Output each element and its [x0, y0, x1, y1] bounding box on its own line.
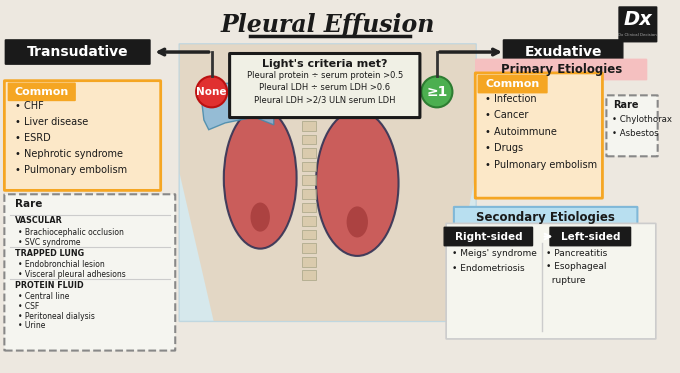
Text: Rare: Rare	[613, 100, 639, 110]
FancyBboxPatch shape	[4, 81, 160, 190]
Bar	[302, 121, 316, 131]
Text: • Endobronchial lesion: • Endobronchial lesion	[18, 260, 105, 269]
Bar	[302, 135, 316, 144]
Text: VASCULAR: VASCULAR	[14, 216, 63, 225]
Bar	[302, 107, 316, 117]
Ellipse shape	[347, 206, 368, 238]
FancyBboxPatch shape	[8, 83, 75, 100]
Text: rupture: rupture	[545, 276, 585, 285]
Bar	[302, 189, 316, 199]
Bar	[302, 203, 316, 212]
Bar	[302, 230, 316, 239]
Text: • Brachiocephalic occlusion: • Brachiocephalic occlusion	[18, 228, 124, 237]
FancyBboxPatch shape	[478, 75, 547, 93]
Bar	[302, 162, 316, 172]
Ellipse shape	[224, 108, 296, 249]
FancyBboxPatch shape	[230, 53, 420, 117]
Text: Right-sided: Right-sided	[454, 232, 522, 241]
Text: • Autoimmune: • Autoimmune	[486, 127, 558, 137]
Text: • Nephrotic syndrome: • Nephrotic syndrome	[14, 150, 122, 160]
Text: • Drugs: • Drugs	[486, 143, 524, 153]
Polygon shape	[180, 44, 476, 321]
Text: Exudative: Exudative	[524, 45, 602, 59]
Text: PROTEIN FLUID: PROTEIN FLUID	[14, 280, 83, 289]
FancyBboxPatch shape	[619, 7, 657, 42]
FancyBboxPatch shape	[607, 95, 658, 156]
Text: • SVC syndrome: • SVC syndrome	[18, 238, 81, 247]
Text: • Pulmonary embolism: • Pulmonary embolism	[14, 166, 126, 175]
Text: Pleural protein ÷ serum protein >0.5: Pleural protein ÷ serum protein >0.5	[247, 71, 403, 80]
Bar	[302, 94, 316, 103]
FancyBboxPatch shape	[444, 227, 532, 246]
Text: Transudative: Transudative	[27, 45, 129, 59]
FancyBboxPatch shape	[4, 194, 175, 351]
FancyBboxPatch shape	[446, 223, 656, 339]
Text: • Pancreatitis: • Pancreatitis	[545, 248, 607, 257]
Text: Pleural LDH >2/3 ULN serum LDH: Pleural LDH >2/3 ULN serum LDH	[254, 95, 396, 104]
Text: • Endometriosis: • Endometriosis	[452, 264, 525, 273]
Text: Primary Etiologies: Primary Etiologies	[500, 63, 622, 76]
Text: TRAPPED LUNG: TRAPPED LUNG	[14, 248, 84, 257]
Text: • Chylothorax: • Chylothorax	[611, 115, 672, 123]
FancyBboxPatch shape	[5, 40, 150, 64]
Text: • Pulmonary embolism: • Pulmonary embolism	[486, 160, 598, 170]
Bar	[302, 175, 316, 185]
Text: Pleural Effusion: Pleural Effusion	[221, 13, 435, 37]
Text: Light's criteria met?: Light's criteria met?	[262, 59, 388, 69]
Bar	[302, 148, 316, 158]
Circle shape	[196, 76, 227, 107]
Text: ≥1: ≥1	[426, 85, 447, 99]
FancyBboxPatch shape	[503, 40, 623, 64]
Text: • CSF: • CSF	[18, 302, 39, 311]
Text: Common: Common	[15, 87, 69, 97]
FancyBboxPatch shape	[475, 73, 602, 198]
Text: • Esophageal: • Esophageal	[545, 262, 606, 271]
FancyBboxPatch shape	[476, 59, 647, 80]
Bar	[302, 243, 316, 253]
Ellipse shape	[250, 203, 270, 232]
Text: • ESRD: • ESRD	[14, 134, 50, 144]
Text: • Asbestos: • Asbestos	[611, 129, 658, 138]
FancyBboxPatch shape	[550, 227, 630, 246]
Text: • Peritoneal dialysis: • Peritoneal dialysis	[18, 311, 95, 321]
Text: • CHF: • CHF	[14, 101, 44, 112]
Polygon shape	[342, 74, 410, 117]
Text: Rare: Rare	[14, 200, 42, 210]
Text: • Meigs' syndrome: • Meigs' syndrome	[452, 248, 537, 257]
Text: Left-sided: Left-sided	[560, 232, 620, 241]
FancyBboxPatch shape	[179, 44, 476, 322]
Text: • Cancer: • Cancer	[486, 110, 529, 120]
Bar	[302, 257, 316, 267]
Text: • Central line: • Central line	[18, 292, 70, 301]
Ellipse shape	[316, 110, 398, 256]
Text: • Visceral pleural adhesions: • Visceral pleural adhesions	[18, 270, 126, 279]
Circle shape	[422, 76, 452, 107]
Text: Pleural LDH ÷ serum LDH >0.6: Pleural LDH ÷ serum LDH >0.6	[259, 83, 390, 92]
Text: Dx Clinical Decision: Dx Clinical Decision	[619, 32, 658, 37]
Text: Secondary Etiologies: Secondary Etiologies	[476, 211, 615, 223]
Bar	[302, 270, 316, 280]
Text: • Infection: • Infection	[486, 94, 537, 104]
Text: • Urine: • Urine	[18, 321, 46, 330]
Text: Dx: Dx	[624, 10, 652, 29]
Bar	[302, 216, 316, 226]
Text: • Liver disease: • Liver disease	[14, 117, 88, 128]
Text: None: None	[197, 87, 227, 97]
Polygon shape	[202, 81, 274, 130]
Text: Common: Common	[486, 79, 540, 89]
FancyBboxPatch shape	[454, 207, 637, 227]
